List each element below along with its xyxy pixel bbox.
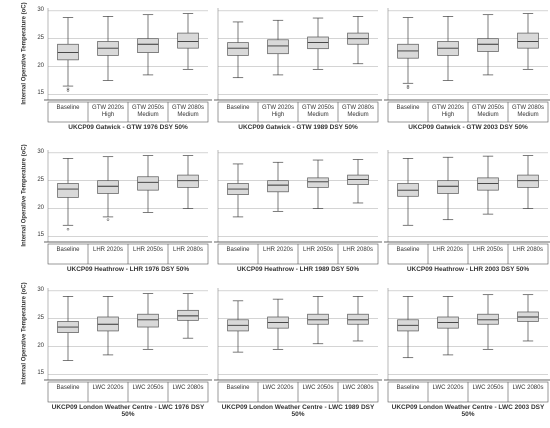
flier xyxy=(406,86,410,89)
x-tick-label: LHR 2020s xyxy=(432,247,464,253)
x-tick-label: LWC 2080s xyxy=(342,385,374,391)
box xyxy=(477,38,499,52)
box xyxy=(227,42,249,56)
x-tick-label: LWC 2080s xyxy=(172,385,204,391)
box xyxy=(477,177,499,191)
x-tick-label: Baseline xyxy=(56,385,80,391)
x-tick-label: Baseline xyxy=(226,105,250,111)
x-tick-label: LHR 2050s xyxy=(472,247,504,253)
box xyxy=(267,180,289,193)
y-tick-label: 20 xyxy=(37,342,44,349)
x-tick-label: LWC 2080s xyxy=(512,385,544,391)
x-tick-label: LWC 2050s xyxy=(472,385,504,391)
x-tick-label: Baseline xyxy=(396,385,420,391)
flier xyxy=(106,218,110,221)
x-tick-label: LHR 2080s xyxy=(342,247,374,253)
x-tick-label: Baseline xyxy=(56,105,80,111)
x-tick-label: GTW 2020s High xyxy=(261,105,294,118)
box xyxy=(57,43,79,61)
x-tick-label: LHR 2050s xyxy=(302,247,334,253)
panel-title: UKCP09 Heathrow - LHR 2003 DSY 50% xyxy=(406,266,530,273)
x-tick-label: LHR 2050s xyxy=(132,247,164,253)
panel-title: UKCP09 Gatwick - GTW 2003 DSY 50% xyxy=(408,124,528,131)
y-tick-label: 15 xyxy=(37,90,44,97)
panel-title: UKCP09 Heathrow - LHR 1989 DSY 50% xyxy=(236,266,360,273)
box xyxy=(177,174,199,188)
flier xyxy=(66,89,70,92)
x-tick-label: LWC 2050s xyxy=(132,385,164,391)
panel-title: UKCP09 Heathrow - LHR 1976 DSY 50% xyxy=(66,266,190,273)
x-tick-label: Baseline xyxy=(226,247,250,253)
y-tick-label: 25 xyxy=(37,34,44,41)
x-tick-label: Baseline xyxy=(226,385,250,391)
box xyxy=(307,177,329,188)
panel-title: UKCP09 London Weather Centre - LWC 2003 … xyxy=(391,404,545,418)
x-tick-label: GTW 2080s Medium xyxy=(171,105,204,118)
x-tick-label: Baseline xyxy=(396,105,420,111)
x-tick-label: Baseline xyxy=(56,247,80,253)
y-tick-label: 15 xyxy=(37,370,44,377)
y-tick-label: 30 xyxy=(37,148,44,155)
box xyxy=(517,174,539,188)
x-tick-label: LWC 2050s xyxy=(302,385,334,391)
box xyxy=(57,183,79,198)
x-tick-label: GTW 2020s High xyxy=(431,105,464,118)
box xyxy=(177,32,199,49)
x-tick-label: Baseline xyxy=(396,247,420,253)
panel-title: UKCP09 London Weather Centre - LWC 1989 … xyxy=(221,404,375,418)
panel-title: UKCP09 London Weather Centre - LWC 1976 … xyxy=(51,404,205,418)
y-axis-label: Internal Operative Temperature (oC) xyxy=(21,282,28,385)
x-tick-label: LHR 2080s xyxy=(512,247,544,253)
box xyxy=(177,309,199,321)
flier xyxy=(66,87,70,91)
x-tick-label: LWC 2020s xyxy=(432,385,464,391)
box xyxy=(517,32,539,49)
panel-title: UKCP09 Gatwick - GTW 1976 DSY 50% xyxy=(68,124,188,131)
panel-title: UKCP09 Gatwick - GTW 1989 DSY 50% xyxy=(238,124,358,131)
box xyxy=(347,313,369,325)
box xyxy=(137,38,159,53)
y-tick-label: 25 xyxy=(37,176,44,183)
x-tick-label: LWC 2020s xyxy=(92,385,124,391)
box xyxy=(97,180,119,194)
box xyxy=(477,313,499,325)
y-tick-label: 25 xyxy=(37,314,44,321)
x-tick-label: GTW 2050s Medium xyxy=(301,105,334,118)
x-tick-label: LWC 2020s xyxy=(262,385,294,391)
y-tick-label: 30 xyxy=(37,286,44,293)
y-tick-label: 20 xyxy=(37,62,44,69)
y-axis-label: Internal Operative Temperature (oC) xyxy=(21,144,28,247)
x-tick-label: LHR 2080s xyxy=(172,247,204,253)
y-axis-label: Internal Operative Temperature (oC) xyxy=(21,2,28,105)
box xyxy=(437,180,459,194)
box xyxy=(307,313,329,325)
y-tick-label: 20 xyxy=(37,204,44,211)
box xyxy=(137,313,159,328)
y-tick-label: 15 xyxy=(37,232,44,239)
box xyxy=(267,39,289,55)
x-tick-label: GTW 2050s Medium xyxy=(131,105,164,118)
x-tick-label: GTW 2080s Medium xyxy=(341,105,374,118)
flier xyxy=(66,227,70,231)
x-tick-label: LHR 2020s xyxy=(262,247,294,253)
flier xyxy=(406,84,410,88)
x-tick-label: GTW 2020s High xyxy=(91,105,124,118)
x-tick-label: LHR 2020s xyxy=(92,247,124,253)
y-tick-label: 30 xyxy=(37,6,44,13)
x-tick-label: GTW 2080s Medium xyxy=(511,105,544,118)
box xyxy=(137,176,159,191)
x-tick-label: GTW 2050s Medium xyxy=(471,105,504,118)
